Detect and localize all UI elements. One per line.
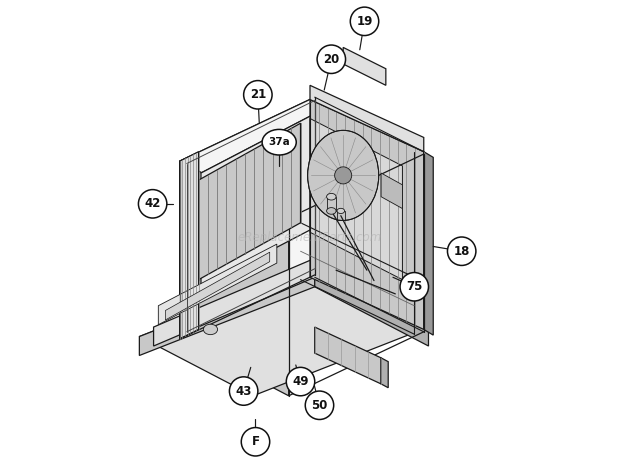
Polygon shape — [180, 97, 315, 339]
Polygon shape — [310, 118, 402, 280]
Polygon shape — [166, 252, 270, 320]
Circle shape — [229, 377, 258, 405]
Polygon shape — [315, 268, 428, 346]
Polygon shape — [315, 97, 423, 332]
Polygon shape — [180, 152, 198, 339]
Polygon shape — [327, 197, 336, 211]
Polygon shape — [315, 114, 414, 280]
Polygon shape — [315, 327, 381, 384]
Text: 50: 50 — [311, 399, 327, 412]
Polygon shape — [140, 268, 428, 396]
Polygon shape — [198, 123, 301, 280]
Polygon shape — [310, 100, 423, 329]
Ellipse shape — [262, 129, 296, 155]
Polygon shape — [343, 47, 386, 85]
Polygon shape — [201, 114, 414, 225]
Ellipse shape — [327, 208, 336, 214]
Ellipse shape — [308, 130, 379, 220]
Text: 21: 21 — [250, 88, 266, 101]
Circle shape — [400, 273, 428, 301]
Text: 18: 18 — [453, 245, 470, 258]
Polygon shape — [381, 358, 388, 388]
Polygon shape — [337, 211, 345, 220]
Polygon shape — [140, 268, 315, 356]
Circle shape — [350, 7, 379, 36]
Circle shape — [286, 367, 315, 396]
Text: 49: 49 — [292, 375, 309, 388]
Circle shape — [241, 428, 270, 456]
Polygon shape — [381, 173, 402, 209]
Polygon shape — [310, 85, 423, 152]
Circle shape — [317, 45, 345, 73]
Ellipse shape — [327, 193, 336, 200]
Circle shape — [335, 167, 352, 184]
Text: 43: 43 — [236, 384, 252, 398]
Polygon shape — [154, 258, 315, 346]
Text: 19: 19 — [356, 15, 373, 28]
Polygon shape — [180, 161, 289, 396]
Circle shape — [138, 190, 167, 218]
Text: F: F — [252, 435, 260, 448]
Circle shape — [448, 237, 476, 265]
Circle shape — [244, 81, 272, 109]
Text: 42: 42 — [144, 197, 161, 210]
Ellipse shape — [203, 324, 218, 335]
Polygon shape — [158, 244, 277, 325]
Text: eReplacementParts.com: eReplacementParts.com — [238, 230, 382, 244]
Ellipse shape — [337, 208, 345, 214]
Polygon shape — [201, 114, 315, 287]
Circle shape — [305, 391, 334, 419]
Text: 20: 20 — [323, 53, 340, 66]
Text: 75: 75 — [406, 280, 422, 293]
Text: 37a: 37a — [268, 137, 290, 147]
Polygon shape — [180, 97, 423, 218]
Polygon shape — [423, 152, 433, 335]
